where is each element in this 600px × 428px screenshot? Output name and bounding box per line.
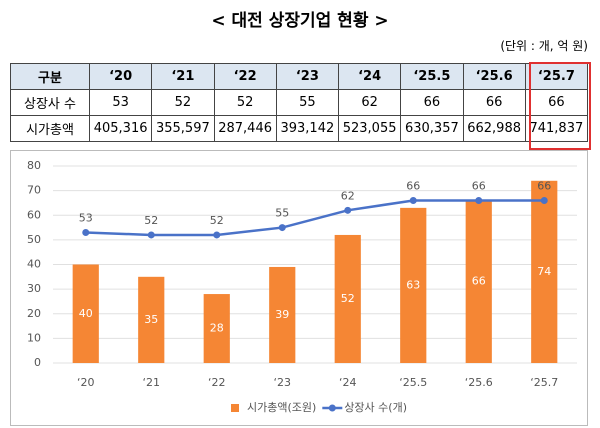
- table-cell: 62: [337, 89, 402, 116]
- table-cell: 55: [275, 89, 340, 116]
- table-cell: 상장사 수: [10, 89, 90, 116]
- bar-value-label: 35: [144, 313, 158, 326]
- table-cell: ‘20: [88, 63, 153, 90]
- table-row: 시가총액 405,316 355,597 287,446 393,142 523,055 6…: [10, 115, 589, 142]
- table-cell: 355,597: [151, 115, 215, 142]
- x-tick-label: ‘21: [143, 376, 161, 389]
- table-cell: ‘21: [151, 63, 215, 90]
- x-tick-label: ‘23: [274, 376, 292, 389]
- table-cell: 52: [151, 89, 215, 116]
- bar: [203, 294, 230, 363]
- y-tick-label: 70: [27, 184, 41, 197]
- table-cell: 53: [88, 89, 153, 116]
- y-tick-label: 10: [27, 331, 41, 344]
- table-cell: ‘24: [337, 63, 402, 90]
- table-row: 구분 ‘20 ‘21 ‘22 ‘23 ‘24 ‘25.5 ‘25.6 ‘25.7: [10, 63, 589, 90]
- legend-swatch: [231, 404, 239, 412]
- y-tick-label: 0: [34, 356, 41, 369]
- bar-value-label: 39: [275, 308, 289, 321]
- highlight-box: [529, 62, 591, 150]
- table-cell: 630,357: [400, 115, 464, 142]
- bar-value-label: 52: [341, 292, 355, 305]
- bar: [138, 276, 165, 363]
- x-tick-label: ‘22: [208, 376, 226, 389]
- chart: 0 10 20 30 40 50 60 70 80 ‘20 ‘21 ‘22 ‘23 ‘24 ‘25.5 ‘25…: [10, 150, 588, 426]
- table-row: 상장사 수 53 52 52 55 62 66 66 66: [10, 89, 589, 116]
- line: [85, 199, 545, 237]
- line-point: [213, 231, 221, 239]
- table-cell: 구분: [10, 63, 90, 90]
- bar: [72, 264, 99, 363]
- legend-swatch: [328, 404, 336, 412]
- y-tick-label: 30: [27, 282, 41, 295]
- table-cell: ‘22: [213, 63, 277, 90]
- point-value-label: 55: [275, 207, 289, 220]
- point-value-label: 66: [472, 179, 486, 192]
- table-cell: 405,316: [88, 115, 153, 142]
- bar-value-label: 28: [210, 322, 224, 335]
- title: < 대전 상장기업 현황 >: [211, 11, 389, 31]
- bar-value-label: 63: [406, 278, 420, 291]
- legend-label: 시가총액(조원): [247, 401, 316, 414]
- bar: [400, 207, 427, 363]
- bar-value-label: 40: [79, 307, 93, 320]
- table-cell: ‘25.5: [400, 63, 464, 90]
- y-tick-label: 80: [27, 159, 41, 172]
- bar: [334, 234, 361, 363]
- y-tick-label: 50: [27, 233, 41, 246]
- line-point: [540, 196, 548, 204]
- table-cell: 523,055: [337, 115, 402, 142]
- point-value-label: 52: [210, 214, 224, 227]
- bar: [465, 200, 492, 363]
- table-cell: 52: [213, 89, 277, 116]
- table-cell: 66: [462, 89, 526, 116]
- line-point: [344, 206, 352, 214]
- table-cell: 66: [400, 89, 464, 116]
- table-cell: 66: [524, 89, 589, 116]
- y-tick-label: 40: [27, 258, 41, 271]
- bar-value-label: 66: [472, 275, 486, 288]
- table-cell: 393,142: [275, 115, 340, 142]
- point-value-label: 66: [406, 179, 420, 192]
- table-cell: 시가총액: [10, 115, 90, 142]
- table-cell: ‘23: [275, 63, 340, 90]
- y-tick-label: 60: [27, 208, 41, 221]
- line-point: [278, 224, 286, 232]
- table-cell: ‘25.7: [524, 63, 589, 90]
- x-tick-label: ‘25.5: [399, 376, 427, 389]
- point-value-label: 66: [537, 179, 551, 192]
- y-tick-label: 20: [27, 307, 41, 320]
- bar: [269, 266, 296, 363]
- unit-note: (단위 : 개, 억 원): [500, 39, 588, 53]
- table-cell: 287,446: [213, 115, 277, 142]
- table: 구분 ‘20 ‘21 ‘22 ‘23 ‘24 ‘25.5 ‘25.6 ‘25.7 상장사 수 53 5…: [10, 63, 589, 142]
- line-point: [82, 228, 90, 236]
- x-tick-label: ‘25.7: [530, 376, 558, 389]
- x-tick-label: ‘25.6: [465, 376, 493, 389]
- bar-value-label: 74: [537, 265, 551, 278]
- table-cell: ‘25.6: [462, 63, 526, 90]
- point-value-label: 62: [341, 189, 355, 202]
- x-tick-label: ‘24: [339, 376, 357, 389]
- line-point: [409, 196, 417, 204]
- table-cell: 662,988: [462, 115, 526, 142]
- line-point: [475, 196, 483, 204]
- point-value-label: 52: [144, 214, 158, 227]
- table-cell: 741,837: [524, 115, 589, 142]
- legend-label: 상장사 수(개): [344, 401, 407, 414]
- line-point: [147, 231, 155, 239]
- bar: [531, 180, 558, 363]
- point-value-label: 53: [79, 211, 93, 224]
- x-tick-label: ‘20: [77, 376, 95, 389]
